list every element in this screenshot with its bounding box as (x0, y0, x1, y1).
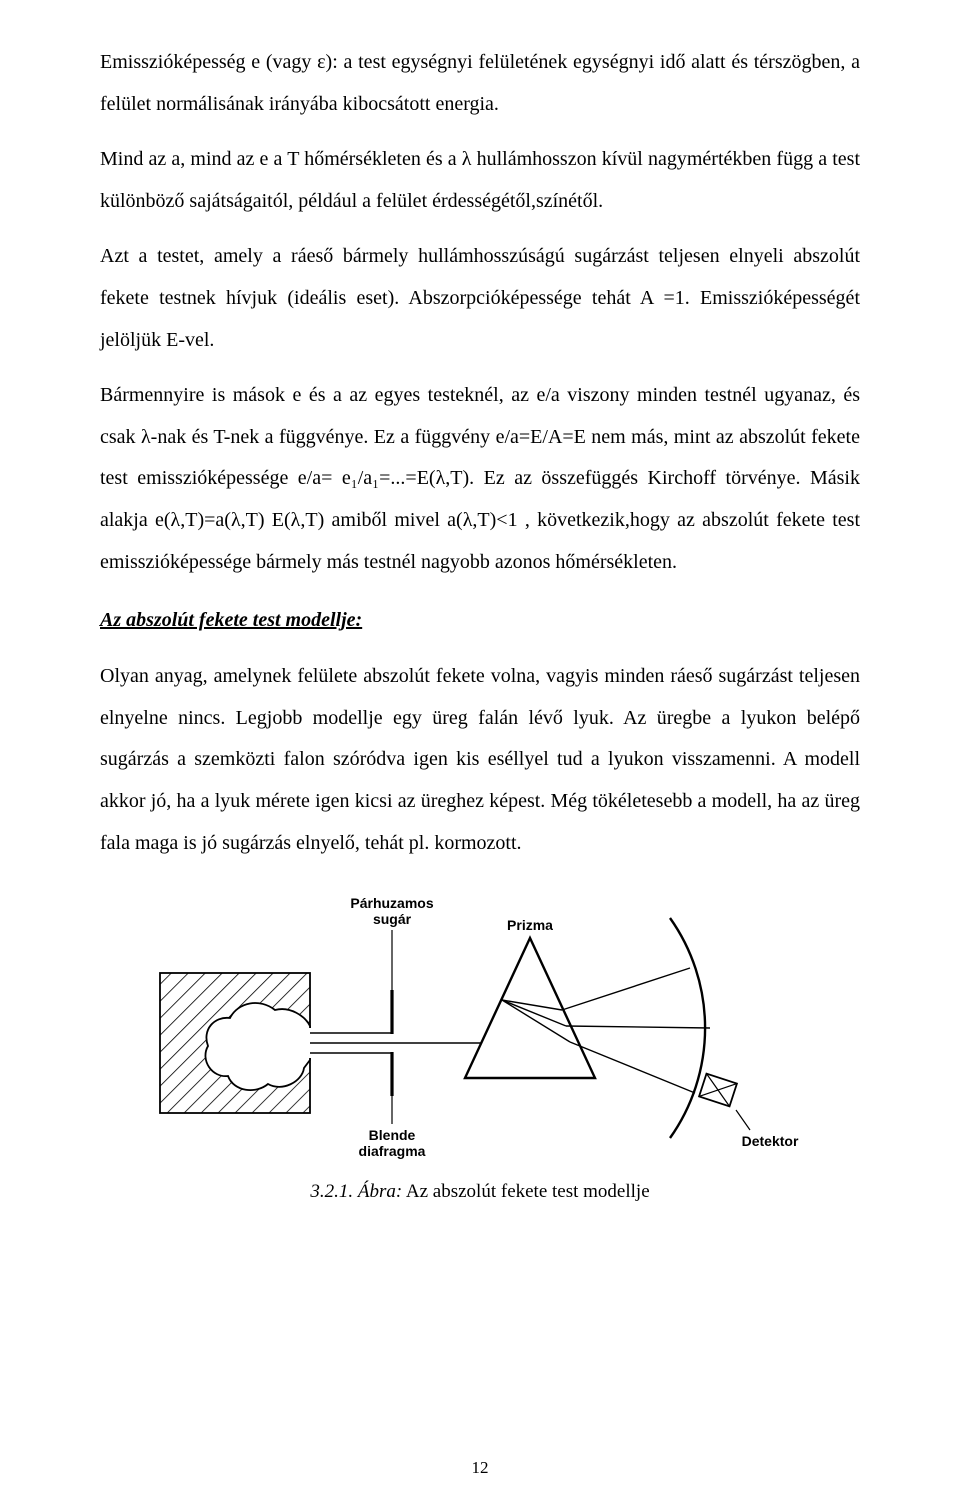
label-parhuzamos-2: sugár (373, 911, 412, 927)
detector-leader (736, 1110, 750, 1130)
figure-svg: Párhuzamos sugár Prizma Blende diafragma… (130, 878, 830, 1168)
caption-rest: Az abszolút fekete test modellje (402, 1181, 649, 1202)
label-blende-1: Blende (369, 1127, 416, 1143)
figure-blackbody-model: Párhuzamos sugár Prizma Blende diafragma… (100, 878, 860, 1203)
paragraph-3: Azt a testet, amely a ráeső bármely hull… (100, 236, 860, 361)
section-title: Az abszolút fekete test modellje: (100, 609, 860, 632)
label-blende-2: diafragma (359, 1143, 426, 1159)
detector-box (699, 1074, 737, 1107)
paragraph-2: Mind az a, mind az e a T hőmérsékleten é… (100, 139, 860, 222)
page: Emisszióképesség e (vagy ε): a test egys… (0, 0, 960, 1504)
page-number: 12 (0, 1458, 960, 1478)
label-prizma: Prizma (507, 917, 553, 933)
blackbody-box (160, 973, 310, 1113)
parallel-rays (310, 1033, 392, 1053)
paragraph-1: Emisszióképesség e (vagy ε): a test egys… (100, 42, 860, 125)
figure-caption: 3.2.1. Ábra: Az abszolút fekete test mod… (100, 1181, 860, 1203)
paragraph-4: Bármennyire is mások e és a az egyes tes… (100, 375, 860, 583)
paragraph-5: Olyan anyag, amelynek felülete abszolút … (100, 656, 860, 864)
label-detektor: Detektor (742, 1133, 799, 1149)
caption-lead: 3.2.1. Ábra: (310, 1181, 402, 1202)
label-parhuzamos-1: Párhuzamos (350, 895, 433, 911)
prism (465, 938, 595, 1078)
dispersed-rays (502, 968, 710, 1093)
